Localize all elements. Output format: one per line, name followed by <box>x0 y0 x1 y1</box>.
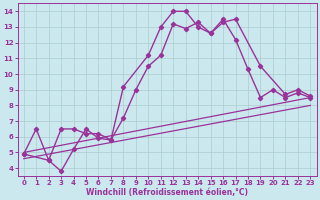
X-axis label: Windchill (Refroidissement éolien,°C): Windchill (Refroidissement éolien,°C) <box>86 188 248 197</box>
